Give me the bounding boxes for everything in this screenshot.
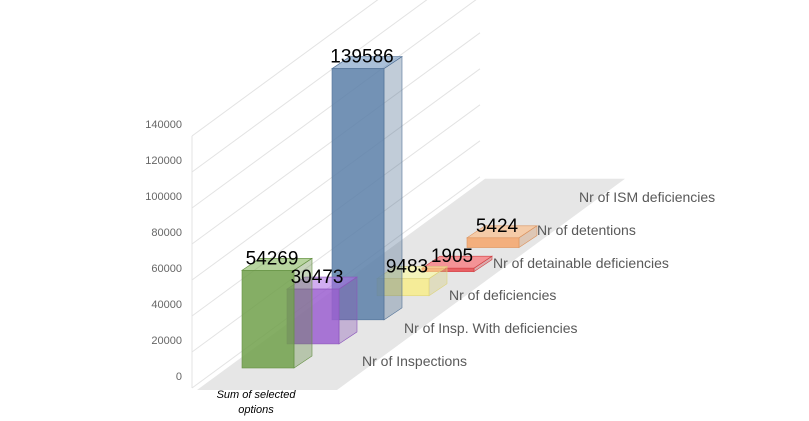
gridline: [191, 0, 379, 137]
data-label-nr-of-insp-with-deficiencies: 30473: [291, 267, 344, 288]
data-label-nr-of-deficiencies: 139586: [330, 47, 393, 68]
series-label-nr-of-inspections: Nr of Inspections: [362, 353, 467, 369]
bar-nr-of-deficiencies: [331, 56, 403, 321]
series-label-nr-of-ism-deficiencies: Nr of ISM deficiencies: [579, 189, 715, 205]
y-tick-label: 100000: [145, 191, 182, 203]
data-label-nr-of-detentions: 1905: [431, 246, 473, 267]
y-tick-label: 120000: [145, 155, 182, 167]
bars: [241, 56, 538, 369]
y-tick-label: 80000: [151, 227, 182, 239]
y-tick-label: 40000: [151, 299, 182, 311]
series-labels: Nr of ISM deficiencies Nr of detentions Nr…: [362, 189, 715, 369]
y-tick-label: 140000: [145, 119, 182, 131]
series-label-nr-of-insp-with-deficiencies: Nr of Insp. With deficiencies: [404, 320, 578, 336]
bar-nr-of-detainable-deficiencies: [376, 266, 448, 297]
bar-nr-of-inspections: [241, 257, 313, 369]
bar-nr-of-ism-deficiencies: [466, 225, 538, 249]
bar-nr-of-detentions: [421, 255, 493, 273]
y-tick-label: 0: [176, 371, 182, 383]
y-axis-ticks: 0 20000 40000 60000 80000 100000 120000 140000: [145, 119, 182, 383]
data-label-nr-of-inspections: 54269: [246, 248, 299, 269]
y-tick-label: 20000: [151, 335, 182, 347]
category-labels: Sum of selected options: [217, 389, 297, 416]
series-label-nr-of-detentions: Nr of detentions: [537, 222, 636, 238]
series-label-nr-of-deficiencies: Nr of deficiencies: [449, 287, 556, 303]
bar-nr-of-insp-with-deficiencies: [286, 276, 358, 345]
category-label: Sum of selected options: [217, 389, 297, 416]
data-label-nr-of-ism-deficiencies: 5424: [476, 216, 519, 237]
data-label-nr-of-detainable-deficiencies: 9483: [386, 257, 428, 278]
series-label-nr-of-detainable-deficiencies: Nr of detainable deficiencies: [493, 255, 669, 271]
y-tick-label: 60000: [151, 263, 182, 275]
